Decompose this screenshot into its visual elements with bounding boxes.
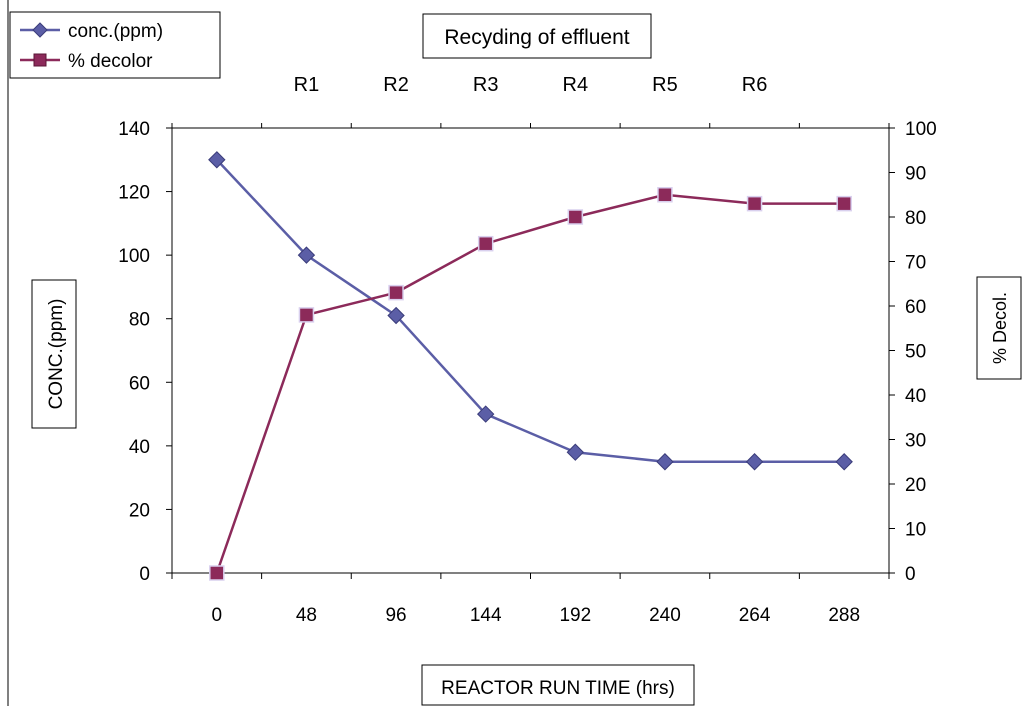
y2-tick-label: 20 <box>905 475 926 496</box>
conc-point <box>387 306 405 325</box>
y2-axis-label-box <box>976 276 1022 380</box>
conc-point <box>835 453 853 471</box>
decolor-point <box>388 284 404 301</box>
legend-diamond-icon <box>32 22 48 38</box>
y-tick-label: 100 <box>118 246 150 267</box>
y-tick-label: 140 <box>118 119 150 140</box>
legend-label-decolor: % decolor <box>68 51 153 72</box>
y2-tick-label: 0 <box>905 564 916 585</box>
x-axis-label: REACTOR RUN TIME (hrs) <box>441 678 675 699</box>
y-axis-label-box <box>31 279 77 429</box>
conc-point <box>297 246 316 264</box>
top-labels: R1 R2 R3 R4 R5 R6 <box>171 74 890 128</box>
y2-tick-label: 90 <box>905 164 926 185</box>
right-ticks: 0 10 20 30 40 50 60 70 80 90 100 <box>889 119 937 585</box>
y2-tick-label: 30 <box>905 431 926 452</box>
decolor-point <box>657 187 673 203</box>
decolor-point <box>836 195 852 212</box>
decolor-point <box>567 209 584 225</box>
x-axis-label-box <box>421 664 695 706</box>
title-box <box>422 13 652 59</box>
x-tick-label: 96 <box>385 605 406 626</box>
decolor-point <box>477 235 494 252</box>
x-tick-label: 264 <box>739 605 771 626</box>
series-layer <box>208 151 853 581</box>
conc-point <box>208 151 226 169</box>
x-axis-label-group: REACTOR RUN TIME (hrs) <box>421 664 695 706</box>
y2-axis-label-group: % Decol. <box>976 276 1022 380</box>
legend-label-conc: conc.(ppm) <box>68 21 163 42</box>
x-tick-label: 240 <box>649 605 681 626</box>
y-tick-label: 40 <box>129 437 150 458</box>
y-tick-label: 80 <box>129 310 150 331</box>
y-tick-label: 0 <box>139 564 150 585</box>
conc-point <box>476 405 495 423</box>
y-axis-label-group: CONC.(ppm) <box>31 279 77 429</box>
series-line-conc <box>215 158 845 463</box>
left-ticks: 0 20 40 60 80 100 120 140 <box>118 119 172 585</box>
legend-square-icon <box>33 53 47 67</box>
top-run-label: R3 <box>473 74 499 96</box>
top-run-label: R5 <box>652 74 678 96</box>
top-run-label: R4 <box>563 74 589 96</box>
x-ticks: 0 48 96 144 192 240 264 288 <box>171 573 890 626</box>
decolor-point <box>209 565 225 581</box>
decolor-point <box>298 307 315 323</box>
y2-tick-label: 10 <box>905 520 926 541</box>
y2-tick-label: 100 <box>905 119 937 140</box>
y-tick-label: 120 <box>118 183 150 204</box>
x-tick-label: 288 <box>828 605 860 626</box>
top-run-label: R2 <box>383 74 409 96</box>
decolor-point <box>746 195 763 212</box>
legend: conc.(ppm) % decolor <box>9 11 221 79</box>
y2-tick-label: 50 <box>905 342 926 363</box>
conc-point <box>566 443 585 461</box>
y2-tick-label: 70 <box>905 253 926 274</box>
y2-axis-label: % Decol. <box>990 292 1010 364</box>
title-group: Recyding of effluent <box>422 13 652 59</box>
top-run-label: R1 <box>294 74 320 96</box>
chart-title: Recyding of effluent <box>444 26 629 49</box>
y2-tick-label: 60 <box>905 297 926 318</box>
x-tick-label: 144 <box>470 605 502 626</box>
x-tick-label: 0 <box>212 605 223 626</box>
y-axis-label: CONC.(ppm) <box>46 299 67 410</box>
conc-point <box>745 453 764 471</box>
y-tick-label: 20 <box>129 500 150 521</box>
series-line-decolor <box>215 193 845 574</box>
x-tick-label: 48 <box>296 605 317 626</box>
conc-point <box>656 453 674 471</box>
y2-tick-label: 40 <box>905 386 926 407</box>
x-tick-label: 192 <box>559 605 591 626</box>
y-tick-label: 60 <box>129 373 150 394</box>
y2-tick-label: 80 <box>905 208 926 229</box>
top-run-label: R6 <box>742 74 768 96</box>
legend-box <box>9 11 221 79</box>
